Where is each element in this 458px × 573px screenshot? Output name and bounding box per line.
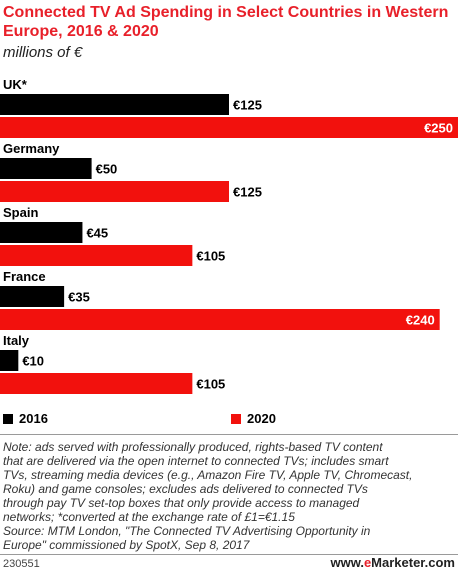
legend-item-2016: 2016 [3, 412, 48, 426]
legend-swatch-2020 [231, 414, 241, 424]
divider-top [0, 434, 458, 435]
source-line: Europe" commissioned by SpotX, Sep 8, 20… [3, 538, 250, 552]
emarketer-logo[interactable]: www.eMarketer.com [330, 556, 455, 570]
bar-2016-1 [0, 158, 92, 179]
value-label-2016-2: €45 [86, 226, 108, 241]
value-label-2020-3: €240 [406, 313, 435, 328]
note-line: that are delivered via the open internet… [3, 454, 389, 468]
divider-bottom [0, 554, 458, 555]
chart-id: 230551 [3, 558, 40, 570]
value-label-2020-1: €125 [233, 185, 262, 200]
logo-prefix: www. [330, 555, 364, 570]
value-label-2020-0: €250 [424, 121, 453, 136]
value-label-2020-4: €105 [196, 377, 225, 392]
legend-swatch-2016 [3, 414, 13, 424]
chart-subtitle: millions of € [3, 44, 83, 61]
note-line: Note: ads served with professionally pro… [3, 440, 383, 454]
note-line: through pay TV set-top boxes that only p… [3, 496, 360, 510]
value-label-2016-4: €10 [22, 354, 44, 369]
bar-2020-0 [0, 117, 458, 138]
bar-2016-2 [0, 222, 83, 243]
value-label-2016-3: €35 [68, 290, 90, 305]
bar-chart: UK* €125 €250 Germany €50 €125 Spain €45 €105 Fra… [0, 77, 458, 394]
category-label-4: Italy [3, 333, 30, 348]
note-line: Roku) and game consoles; excludes ads de… [3, 482, 368, 496]
legend-label-2016: 2016 [19, 411, 48, 426]
value-label-2016-1: €50 [96, 162, 118, 177]
note-line: networks; *converted at the exchange rat… [3, 510, 295, 524]
bar-2020-1 [0, 181, 229, 202]
source-line: Source: MTM London, "The Connected TV Ad… [3, 524, 371, 538]
logo-suffix: Marketer.com [371, 555, 455, 570]
category-label-1: Germany [3, 141, 60, 156]
bar-2020-4 [0, 373, 193, 394]
legend-label-2020: 2020 [247, 411, 276, 426]
note-line: TVs, streaming media devices (e.g., Amaz… [3, 468, 413, 482]
bar-2016-4 [0, 350, 19, 371]
legend: 2016 2020 [3, 412, 455, 426]
bar-2016-3 [0, 286, 65, 307]
value-label-2016-0: €125 [233, 98, 262, 113]
legend-item-2020: 2020 [231, 412, 276, 426]
bar-2020-3 [0, 309, 440, 330]
category-label-2: Spain [3, 205, 38, 220]
chart-note: Note: ads served with professionally pro… [3, 440, 455, 552]
value-label-2020-2: €105 [196, 249, 225, 264]
chart-title: Connected TV Ad Spending in Select Count… [3, 4, 449, 40]
bar-2016-0 [0, 94, 229, 115]
category-label-3: France [3, 269, 46, 284]
bar-2020-2 [0, 245, 193, 266]
category-label-0: UK* [3, 77, 28, 92]
logo-accent: e [363, 555, 372, 570]
